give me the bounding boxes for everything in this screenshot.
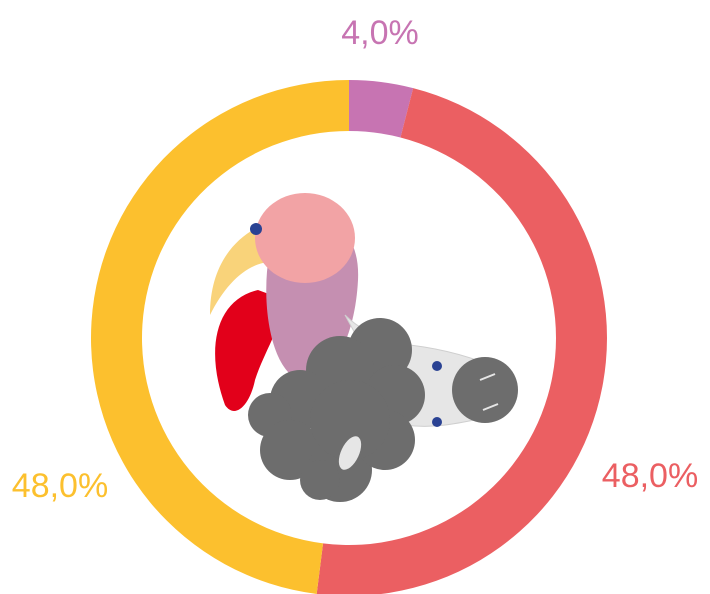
- value-label: 4,0%: [341, 14, 419, 52]
- chart: 4,0% 48,0% 48,0%: [0, 0, 710, 594]
- value-label: 48,0%: [602, 457, 698, 495]
- value-label: 48,0%: [12, 467, 108, 505]
- illustration: [210, 193, 518, 502]
